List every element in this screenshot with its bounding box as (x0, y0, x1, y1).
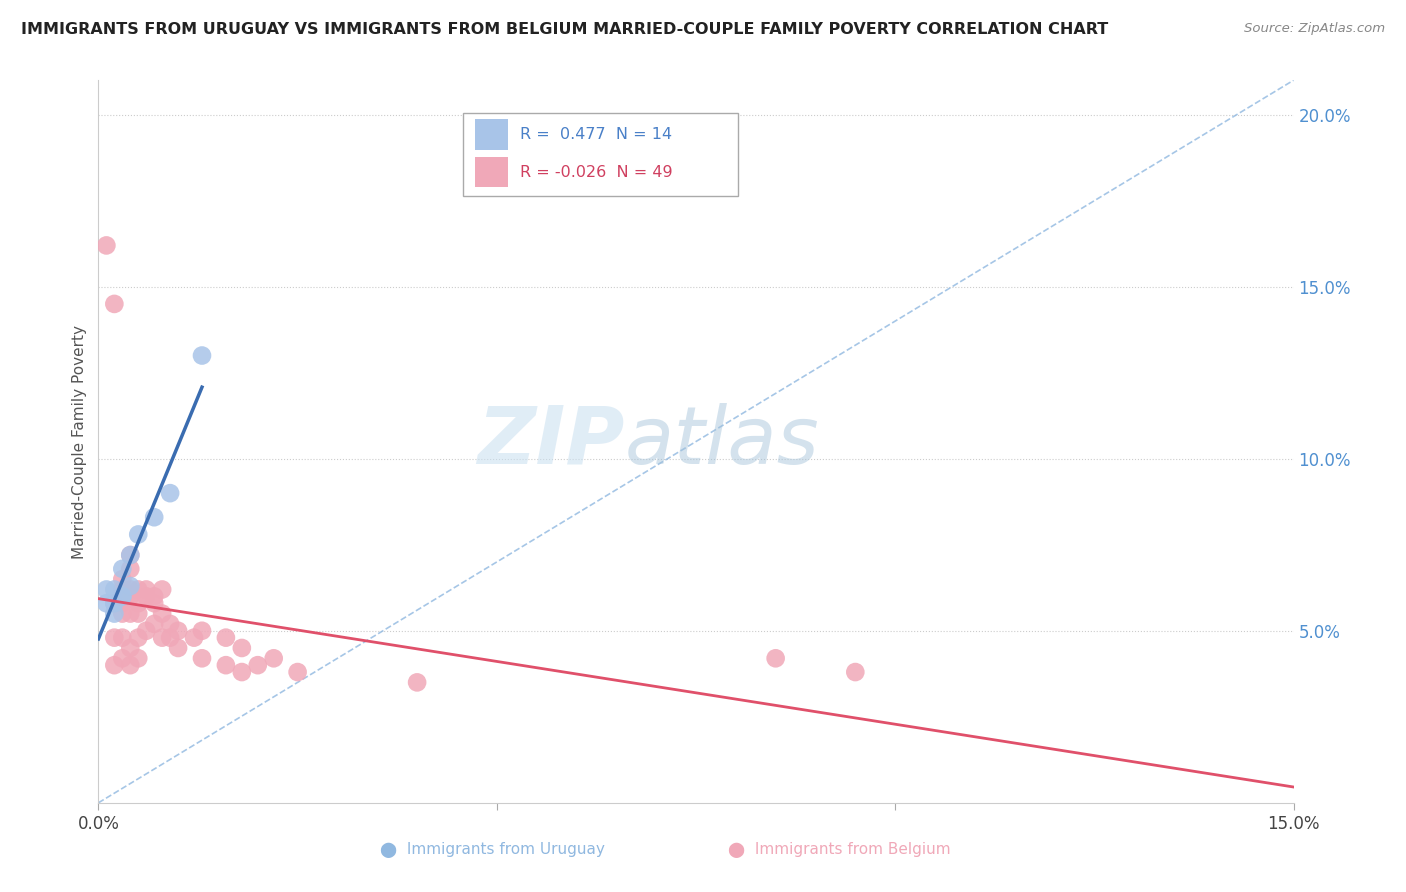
Point (263, 651, 285, 665)
Point (287, 665, 309, 679)
Point (103, 596, 125, 610)
Point (96, 596, 118, 610)
Text: atlas: atlas (624, 402, 820, 481)
Point (111, 590, 134, 604)
Point (111, 582, 134, 597)
Point (765, 651, 787, 665)
Y-axis label: Married-Couple Family Poverty: Married-Couple Family Poverty (72, 325, 87, 558)
Point (406, 675, 429, 690)
Point (120, 607, 142, 621)
Point (167, 624, 190, 638)
Point (120, 579, 142, 593)
Point (127, 596, 149, 610)
Text: ZIP: ZIP (477, 402, 624, 481)
Point (111, 596, 134, 610)
Point (215, 658, 238, 673)
Text: Source: ZipAtlas.com: Source: ZipAtlas.com (1244, 22, 1385, 36)
Point (103, 297, 125, 311)
Point (111, 590, 134, 604)
Point (150, 582, 173, 597)
Point (135, 590, 157, 604)
Point (135, 624, 157, 638)
Point (111, 607, 134, 621)
Point (159, 486, 181, 500)
Point (96, 238, 118, 252)
Point (191, 651, 214, 665)
Point (143, 616, 166, 631)
Point (143, 510, 166, 524)
Point (111, 572, 134, 586)
Point (191, 349, 214, 363)
Point (183, 631, 205, 645)
Point (150, 607, 173, 621)
Bar (475, 157, 509, 187)
Point (103, 631, 125, 645)
Point (103, 607, 125, 621)
Text: IMMIGRANTS FROM URUGUAY VS IMMIGRANTS FROM BELGIUM MARRIED-COUPLE FAMILY POVERTY: IMMIGRANTS FROM URUGUAY VS IMMIGRANTS FR… (21, 22, 1108, 37)
Point (159, 616, 181, 631)
Point (167, 640, 190, 655)
Point (111, 562, 134, 576)
Point (143, 590, 166, 604)
Point (120, 582, 142, 597)
Point (120, 548, 142, 562)
Point (103, 582, 125, 597)
Point (127, 631, 149, 645)
Bar (475, 120, 509, 150)
Point (159, 631, 181, 645)
Point (246, 658, 269, 673)
Text: R = -0.026  N = 49: R = -0.026 N = 49 (520, 164, 673, 179)
Point (127, 582, 149, 597)
Point (103, 596, 125, 610)
Text: R =  0.477  N = 14: R = 0.477 N = 14 (520, 127, 672, 142)
Point (135, 582, 157, 597)
Point (111, 631, 134, 645)
Point (120, 590, 142, 604)
Point (120, 658, 142, 673)
Point (103, 658, 125, 673)
FancyBboxPatch shape (463, 112, 738, 196)
Point (127, 651, 149, 665)
Point (191, 624, 214, 638)
Point (120, 562, 142, 576)
Point (111, 651, 134, 665)
Point (231, 640, 253, 655)
Point (120, 640, 142, 655)
Point (127, 607, 149, 621)
Text: ⬤  Immigrants from Belgium: ⬤ Immigrants from Belgium (728, 842, 950, 858)
Point (120, 548, 142, 562)
Point (96, 582, 118, 597)
Point (127, 527, 149, 541)
Point (143, 596, 166, 610)
Point (215, 631, 238, 645)
Point (844, 665, 866, 679)
Point (231, 665, 253, 679)
Text: ⬤  Immigrants from Uruguay: ⬤ Immigrants from Uruguay (381, 842, 605, 858)
Point (150, 631, 173, 645)
